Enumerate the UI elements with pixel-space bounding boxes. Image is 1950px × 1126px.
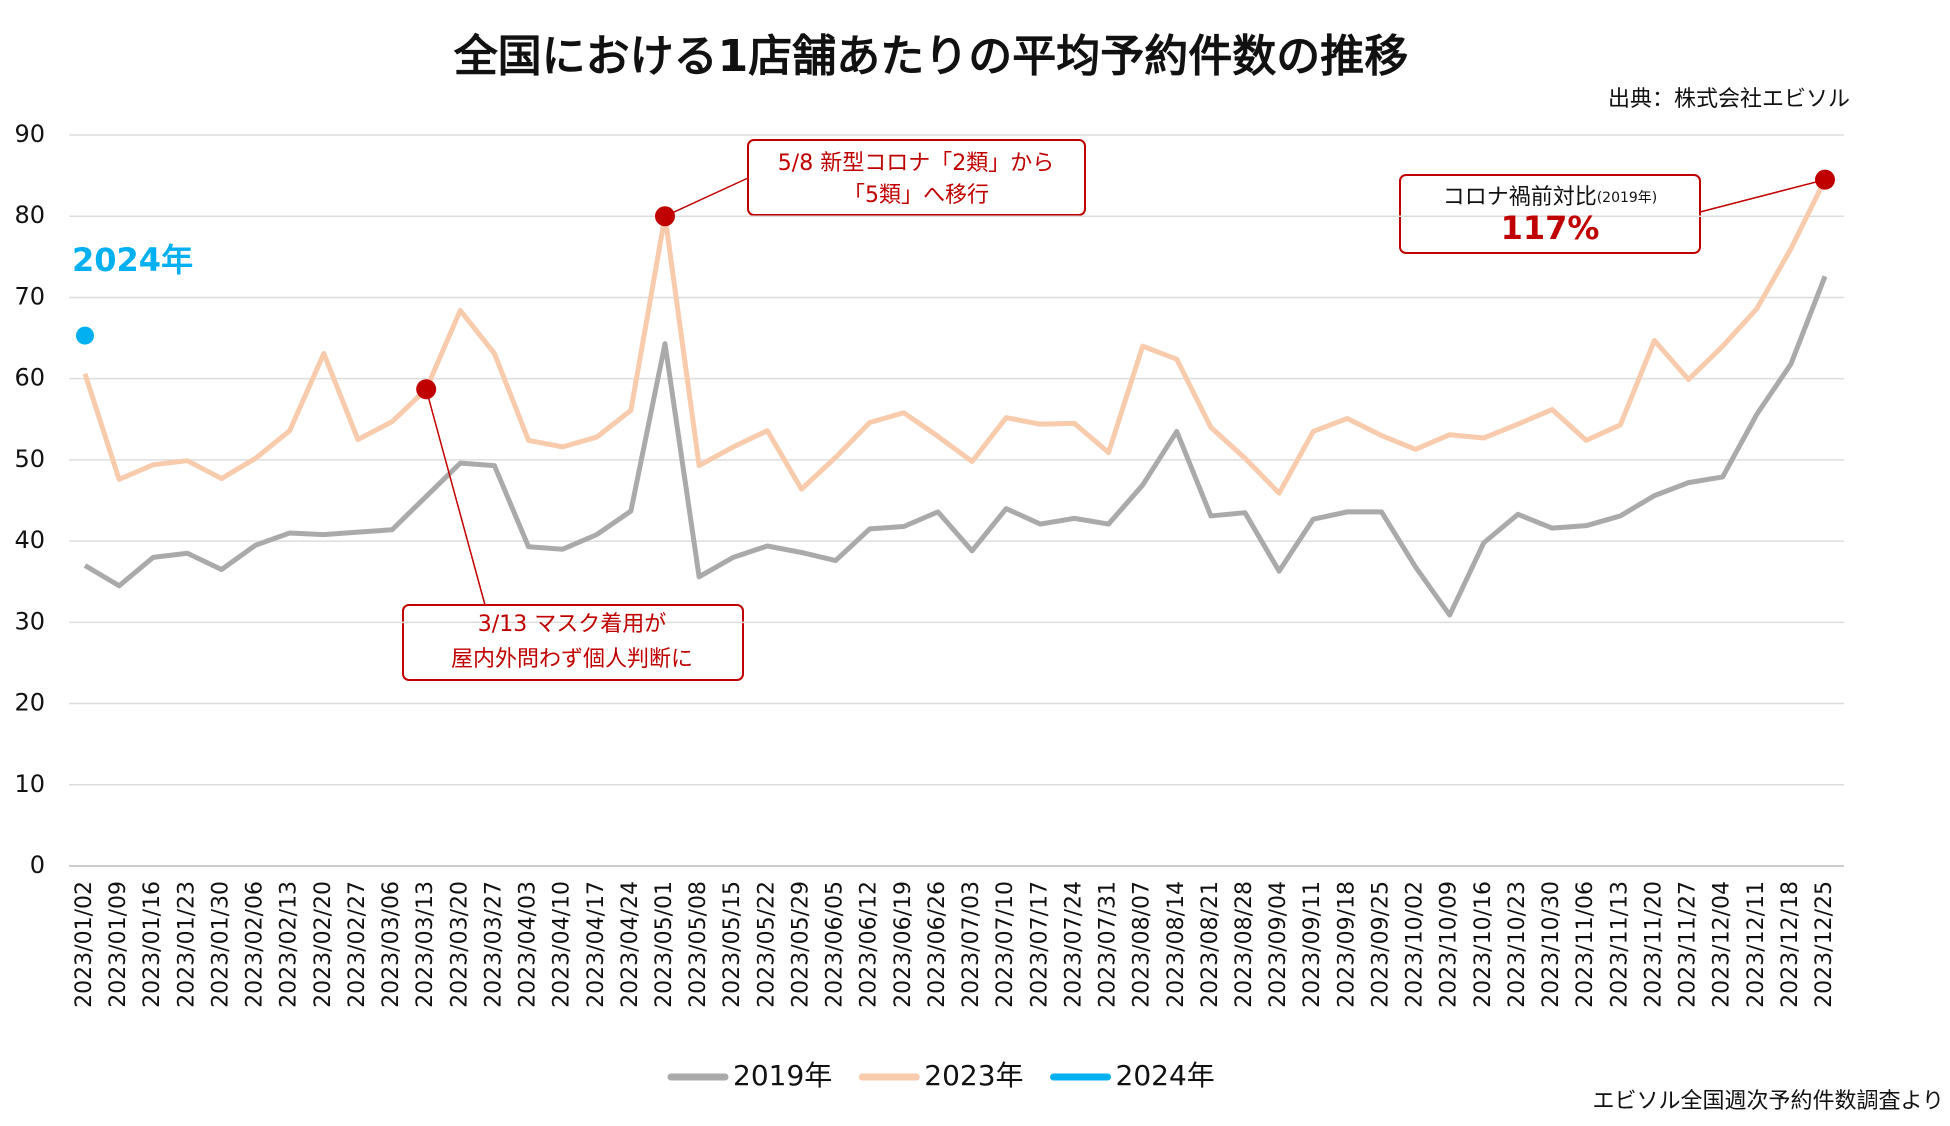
highlight-point bbox=[655, 206, 675, 227]
x-tick-label: 2023/06/05 bbox=[823, 881, 848, 1008]
y-tick-label: 50 bbox=[14, 445, 45, 473]
leader-line bbox=[1699, 178, 1826, 213]
x-tick-label: 2023/09/04 bbox=[1266, 881, 1291, 1008]
x-tick-label: 2023/09/11 bbox=[1300, 881, 1325, 1008]
y-tick-label: 70 bbox=[14, 282, 45, 310]
x-tick-label: 2023/12/25 bbox=[1812, 881, 1837, 1008]
x-tick-label: 2023/02/20 bbox=[311, 881, 336, 1008]
x-tick-label: 2023/01/30 bbox=[208, 881, 233, 1008]
x-tick-label: 2023/04/10 bbox=[550, 881, 575, 1008]
source: 出典：株式会社エビソル bbox=[1608, 87, 1850, 112]
x-tick-label: 2023/04/24 bbox=[618, 881, 643, 1008]
x-tick-label: 2023/05/29 bbox=[788, 881, 813, 1008]
x-tick-label: 2023/06/12 bbox=[857, 881, 882, 1008]
x-tick-label: 2023/02/27 bbox=[345, 881, 370, 1008]
chart-title: 全国における1店舗あたりの平均予約件数の推移 bbox=[453, 31, 1409, 82]
annotation-text: 3/13 マスク着用が bbox=[478, 612, 666, 637]
point bbox=[76, 326, 94, 345]
x-tick-label: 2023/11/13 bbox=[1607, 881, 1632, 1008]
x-tick-label: 2023/08/07 bbox=[1130, 881, 1155, 1008]
x-tick-label: 2023/01/09 bbox=[106, 881, 131, 1008]
footnote: エビソル全国週次予約件数調査より bbox=[1592, 1089, 1944, 1114]
x-tick-label: 2023/08/28 bbox=[1232, 881, 1257, 1008]
x-tick-label: 2023/07/31 bbox=[1096, 881, 1121, 1008]
annotation-line: 117% bbox=[1501, 209, 1600, 247]
x-tick-label: 2023/03/06 bbox=[379, 881, 404, 1008]
annotation-text: コロナ禍前対比(2019年) bbox=[1443, 185, 1658, 210]
legend-label: 2024年 bbox=[1116, 1059, 1215, 1092]
x-tick-label: 2023/05/15 bbox=[720, 881, 745, 1008]
annotation-line: 「5類」へ移行 bbox=[843, 183, 989, 208]
x-tick-label: 2023/05/08 bbox=[686, 881, 711, 1008]
legend-label: 2019年 bbox=[733, 1059, 832, 1092]
x-tick-label: 2023/01/02 bbox=[72, 881, 97, 1008]
x-tick-label: 2023/04/03 bbox=[516, 881, 541, 1008]
x-tick-label: 2023/07/24 bbox=[1061, 881, 1086, 1008]
leader-line bbox=[425, 389, 486, 606]
x-tick-label: 2023/09/25 bbox=[1368, 881, 1393, 1008]
x-tick-label: 2023/12/11 bbox=[1744, 881, 1769, 1008]
x-tick-label: 2023/07/03 bbox=[959, 881, 984, 1008]
y-tick-label: 80 bbox=[14, 201, 45, 229]
y-tick-label: 10 bbox=[14, 770, 45, 798]
x-tick-label: 2023/06/19 bbox=[891, 881, 916, 1008]
x-tick-label: 2023/11/27 bbox=[1676, 881, 1701, 1008]
x-tick-label: 2023/05/22 bbox=[754, 881, 779, 1008]
x-tick-label: 2023/02/13 bbox=[277, 881, 302, 1008]
y-tick-label: 0 bbox=[30, 851, 45, 879]
x-tick-label: 2023/07/10 bbox=[993, 881, 1018, 1008]
x-tick-label: 2023/11/06 bbox=[1573, 881, 1598, 1008]
annotation-note: (2019年) bbox=[1597, 190, 1658, 206]
x-tick-label: 2023/06/26 bbox=[925, 881, 950, 1008]
x-tick-label: 2023/10/09 bbox=[1437, 881, 1462, 1008]
y-tick-label: 90 bbox=[14, 120, 45, 148]
x-tick-label: 2023/08/21 bbox=[1198, 881, 1223, 1008]
y-tick-label: 40 bbox=[14, 526, 45, 554]
annotation-box bbox=[402, 604, 744, 681]
annotation-text: 117% bbox=[1501, 209, 1600, 247]
x-tick-label: 2023/01/16 bbox=[140, 881, 165, 1008]
line bbox=[82, 178, 1828, 496]
x-tick-label: 2023/10/16 bbox=[1471, 881, 1496, 1008]
x-tick-label: 2023/02/06 bbox=[243, 881, 268, 1008]
x-tick-label: 2023/10/23 bbox=[1505, 881, 1530, 1008]
x-tick-label: 2023/10/02 bbox=[1403, 881, 1428, 1008]
annotation-box bbox=[1399, 174, 1701, 254]
x-tick-label: 2023/03/20 bbox=[447, 881, 472, 1008]
x-tick-label: 2023/05/01 bbox=[652, 881, 677, 1008]
x-tick-label: 2023/12/04 bbox=[1710, 881, 1735, 1008]
x-tick-label: 2023/11/20 bbox=[1641, 881, 1666, 1008]
annotation-line: 5/8 新型コロナ「2類」から bbox=[778, 151, 1054, 176]
x-tick-label: 2023/01/23 bbox=[174, 881, 199, 1008]
annotation-line: 屋内外問わず個人判断に bbox=[451, 647, 693, 672]
x-tick-label: 2023/07/17 bbox=[1027, 881, 1052, 1008]
highlight-point bbox=[416, 379, 437, 400]
x-tick-label: 2023/08/14 bbox=[1164, 881, 1189, 1008]
annotation-text: 屋内外問わず個人判断に bbox=[451, 647, 693, 672]
y-tick-label: 20 bbox=[14, 689, 45, 717]
y-tick-label: 60 bbox=[14, 364, 45, 392]
x-tick-label: 2023/12/18 bbox=[1778, 881, 1803, 1008]
highlight-point bbox=[1815, 169, 1835, 190]
x-tick-label: 2023/09/18 bbox=[1334, 881, 1359, 1008]
annotation-box bbox=[747, 139, 1086, 216]
x-tick-label: 2023/03/27 bbox=[481, 881, 506, 1008]
annotation-text: 5/8 新型コロナ「2類」から bbox=[778, 151, 1054, 176]
y-tick-label: 30 bbox=[14, 607, 45, 635]
annotation-line: コロナ禍前対比 bbox=[1443, 185, 1597, 210]
legend-label: 2023年 bbox=[924, 1059, 1023, 1092]
x-tick-label: 2023/03/13 bbox=[413, 881, 438, 1008]
series-label: 2024年 bbox=[72, 241, 193, 279]
x-tick-label: 2023/10/30 bbox=[1539, 881, 1564, 1008]
line bbox=[83, 275, 1828, 618]
annotation-text: 「5類」へ移行 bbox=[843, 183, 989, 208]
annotation-line: 3/13 マスク着用が bbox=[478, 612, 666, 637]
leader-line bbox=[664, 177, 749, 217]
x-tick-label: 2023/04/17 bbox=[584, 881, 609, 1008]
